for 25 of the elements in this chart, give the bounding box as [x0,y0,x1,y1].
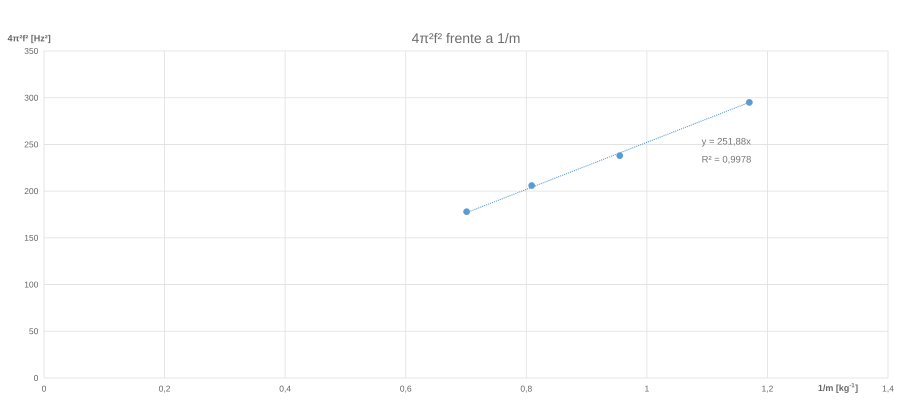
y-tick-label: 250 [24,141,38,148]
point [746,99,753,106]
point [528,182,536,189]
y-tick-label: 300 [24,94,38,101]
chart-title: 4π²f² frente a 1/m [412,32,520,44]
y-tick-label: 100 [24,282,38,288]
x-tick-label: 0,6 [400,386,412,393]
y-tick-label: 0 [34,375,38,381]
y-tick-label: 350 [24,48,38,54]
annotation: y = 251,88x [702,138,751,146]
x-tick-label: 1,2 [762,386,773,393]
x-tick-label: 1 [645,386,649,392]
point [616,152,624,160]
x-tick-label: 0 [42,386,46,392]
x-axis-title: 1/m [kg$^{-1}$] [818,383,858,393]
point [463,208,470,216]
x-tick-label: 0,8 [520,386,532,393]
y-tick-label: 50 [29,328,38,334]
x-tick-label: 1,4 [882,386,894,393]
x-tick-label: 0,2 [159,386,170,393]
y-tick-label: 200 [24,188,38,194]
annotation: R² = 0,9978 [702,156,751,164]
y-tick-label: 150 [24,234,38,241]
x-tick-label: 0,4 [280,386,291,393]
y-axis-title: 4π²f² [Hz²] [8,34,50,44]
